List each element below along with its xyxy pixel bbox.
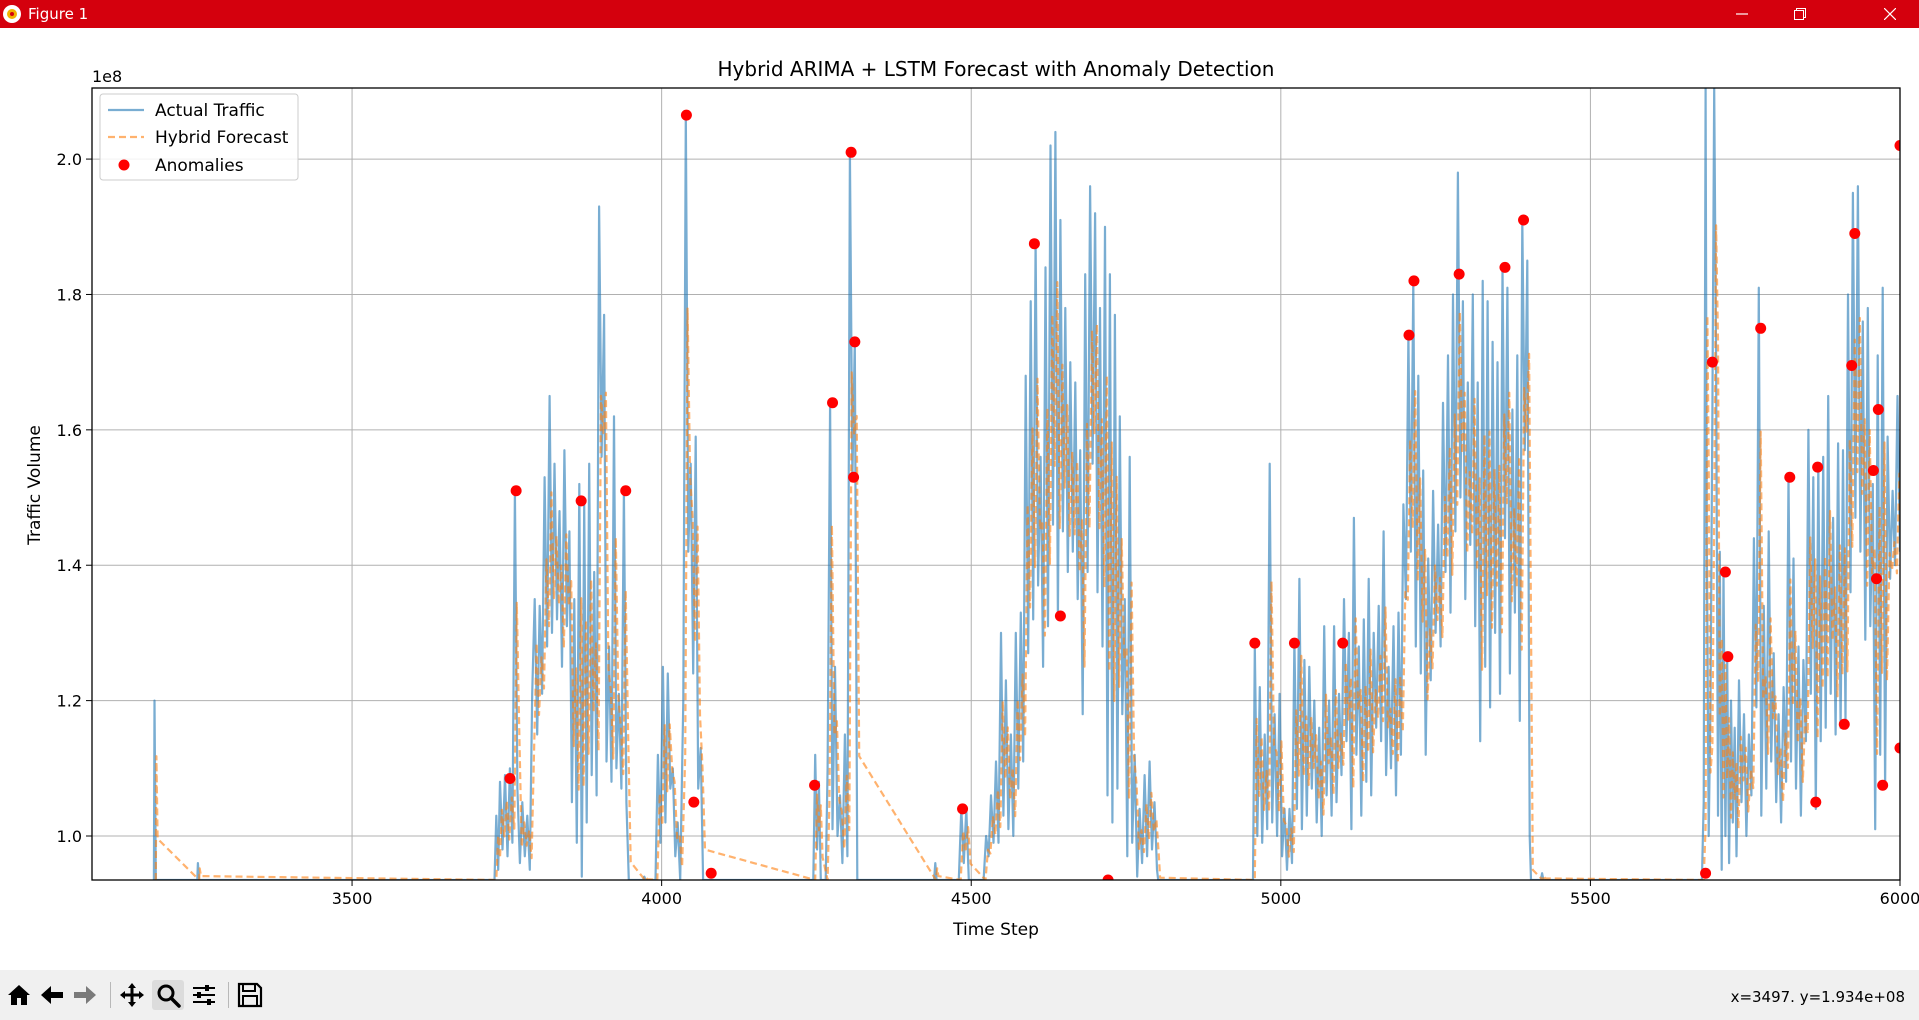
pan-button[interactable] xyxy=(116,980,148,1010)
sliders-icon xyxy=(193,985,215,1005)
series-anomalies-points xyxy=(504,109,1900,880)
anomaly-point xyxy=(1877,779,1889,791)
magnifier-icon xyxy=(157,984,181,1008)
save-button[interactable] xyxy=(234,980,266,1010)
cursor-coordinates-readout: x=3497. y=1.934e+08 xyxy=(1730,988,1905,1006)
legend-forecast-label: Hybrid Forecast xyxy=(155,128,289,148)
close-icon xyxy=(1884,8,1896,20)
x-tick-label: 3500 xyxy=(332,889,373,908)
floppy-disk-icon xyxy=(237,982,263,1008)
restore-icon xyxy=(1794,8,1806,20)
y-tick-label: 1.0 xyxy=(57,827,82,846)
anomaly-point xyxy=(1700,867,1712,879)
maximize-button[interactable] xyxy=(1771,0,1829,28)
anomaly-point xyxy=(1499,261,1511,273)
anomaly-point xyxy=(845,146,857,158)
anomaly-point xyxy=(827,397,839,409)
minimize-button[interactable] xyxy=(1713,0,1771,28)
x-tick-label: 4000 xyxy=(641,889,682,908)
y-tick-label: 1.4 xyxy=(57,556,82,575)
figure-canvas[interactable]: Hybrid ARIMA + LSTM Forecast with Anomal… xyxy=(0,28,1919,970)
y-axis-ticks: 1.0 1.2 1.4 1.6 1.8 2.0 xyxy=(57,150,92,846)
zoom-button[interactable] xyxy=(152,980,184,1010)
anomaly-point xyxy=(1028,238,1040,250)
anomaly-point xyxy=(504,772,516,784)
y-axis-offset-text: 1e8 xyxy=(92,67,122,86)
anomaly-point xyxy=(1810,796,1822,808)
anomaly-point xyxy=(1403,329,1415,341)
y-tick-label: 1.8 xyxy=(57,285,82,304)
anomaly-point xyxy=(575,495,587,507)
anomaly-point xyxy=(849,336,861,348)
anomaly-point xyxy=(1408,275,1420,287)
anomaly-point xyxy=(1054,610,1066,622)
anomaly-point xyxy=(1453,268,1465,280)
anomaly-point xyxy=(680,109,692,121)
navigation-toolbar: x=3497. y=1.934e+08 xyxy=(0,970,1919,1020)
anomaly-point xyxy=(957,803,969,815)
toolbar-separator xyxy=(228,982,229,1008)
legend-anomalies-swatch xyxy=(118,159,130,171)
home-icon xyxy=(8,985,30,1005)
series-hybrid-forecast-line xyxy=(154,224,1900,880)
move-icon xyxy=(120,983,144,1007)
home-button[interactable] xyxy=(3,980,35,1010)
close-button[interactable] xyxy=(1861,0,1919,28)
anomaly-point xyxy=(1894,742,1900,754)
series-actual-traffic-line xyxy=(152,88,1900,880)
plot-area-frame xyxy=(91,87,1901,881)
matplotlib-logo-icon xyxy=(3,5,21,23)
window-titlebar: Figure 1 xyxy=(0,0,1919,28)
anomaly-point xyxy=(848,471,860,483)
anomaly-point xyxy=(1894,140,1900,152)
y-tick-label: 2.0 xyxy=(57,150,82,169)
anomaly-point xyxy=(1518,214,1530,226)
anomaly-point xyxy=(1102,874,1114,880)
grid-lines xyxy=(92,88,1901,880)
anomaly-point xyxy=(1784,471,1796,483)
x-tick-label: 5000 xyxy=(1260,889,1301,908)
anomaly-point xyxy=(1846,360,1858,372)
anomaly-point xyxy=(1849,228,1861,240)
legend-box xyxy=(99,93,299,181)
anomaly-point xyxy=(1722,651,1734,663)
anomaly-point xyxy=(1719,566,1731,578)
x-tick-label: 5500 xyxy=(1570,889,1611,908)
toolbar-separator xyxy=(110,982,111,1008)
anomaly-point xyxy=(1867,464,1879,476)
window-title: Figure 1 xyxy=(28,5,89,23)
legend-anomalies-label: Anomalies xyxy=(155,156,244,176)
x-axis-ticks: 3500 4000 4500 5000 5500 6000 xyxy=(332,880,1919,908)
back-button[interactable] xyxy=(36,980,68,1010)
y-tick-label: 1.2 xyxy=(57,692,82,711)
anomaly-point xyxy=(1288,637,1300,649)
anomaly-point xyxy=(1337,637,1349,649)
arrow-left-icon xyxy=(41,986,63,1004)
anomaly-point xyxy=(1249,637,1261,649)
anomaly-point xyxy=(705,867,717,879)
anomaly-point xyxy=(1872,404,1884,416)
x-tick-label: 4500 xyxy=(951,889,992,908)
configure-subplots-button[interactable] xyxy=(188,980,220,1010)
anomaly-point xyxy=(1838,718,1850,730)
x-tick-label: 6000 xyxy=(1880,889,1919,908)
x-axis-label: Time Step xyxy=(952,920,1039,940)
anomaly-point xyxy=(1706,356,1718,368)
anomaly-point xyxy=(1812,461,1824,473)
forward-button[interactable] xyxy=(69,980,101,1010)
minimize-icon xyxy=(1736,13,1748,15)
y-axis-label: Traffic Volume xyxy=(25,425,45,546)
chart-title: Hybrid ARIMA + LSTM Forecast with Anomal… xyxy=(718,57,1275,81)
anomaly-point xyxy=(1755,322,1767,334)
legend: Actual Traffic Hybrid Forecast Anomalies xyxy=(99,93,299,181)
legend-actual-label: Actual Traffic xyxy=(155,101,265,121)
anomaly-point xyxy=(688,796,700,808)
anomaly-point xyxy=(1870,573,1882,585)
y-tick-label: 1.6 xyxy=(57,421,82,440)
anomaly-point xyxy=(620,485,632,497)
arrow-right-icon xyxy=(74,986,96,1004)
anomaly-point xyxy=(809,779,821,791)
anomaly-point xyxy=(510,485,522,497)
